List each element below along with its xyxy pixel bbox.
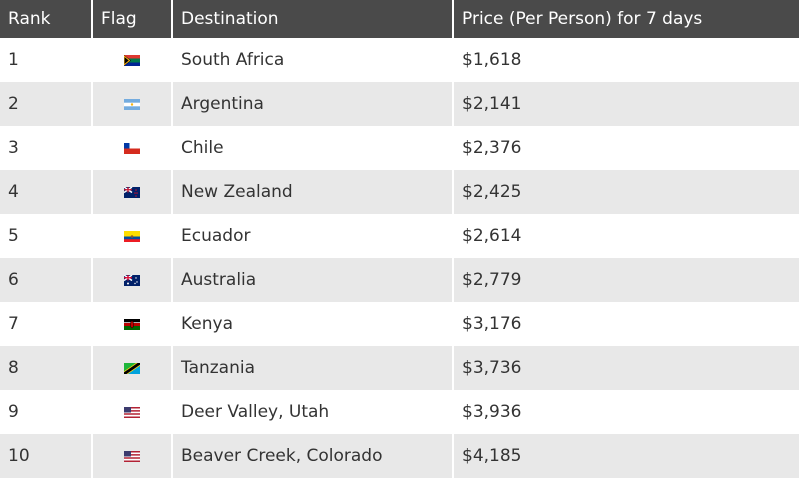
flag [123,273,140,286]
row: 1 South Africa $1,618 [0,38,800,82]
rank: 2 [0,82,93,126]
destination: Deer Valley, Utah [172,390,454,434]
flag-cell [92,258,173,302]
rank: 4 [0,170,93,214]
destination: Beaver Creek, Colorado [172,434,454,478]
row: 4 New Zealand $2,425 [0,170,800,214]
header-row: Rank Flag Destination Price (Per Person)… [0,0,800,38]
flag-cell [92,126,173,170]
price: $3,176 [453,302,800,346]
rank: 8 [0,346,93,390]
price: $1,618 [453,38,800,82]
flag-cell [92,346,173,390]
flag-cell [92,38,173,82]
flag [124,230,140,242]
destination: Chile [172,126,454,170]
price: $3,936 [453,390,800,434]
flag-cell [92,214,173,258]
rank: 6 [0,258,93,302]
row: 9 Deer Valley, Utah $3,936 [0,390,800,434]
price: $2,376 [453,126,800,170]
flag [124,318,140,330]
row: 6 Australia $2,779 [0,258,800,302]
header-cell: Flag [92,0,173,38]
price: $2,614 [453,214,800,258]
flag-cell [92,434,173,478]
row: 2 Argentina $2,141 [0,82,800,126]
flag [124,406,140,418]
flag [124,142,140,154]
rank: 3 [0,126,93,170]
rank: 5 [0,214,93,258]
flag-cell [92,390,173,434]
flag [123,54,140,66]
header-cell: Destination [172,0,454,38]
flag [124,450,140,462]
flag-cell [92,82,173,126]
destination: Argentina [172,82,454,126]
price: $2,141 [453,82,800,126]
price: $4,185 [453,434,800,478]
rank: 7 [0,302,93,346]
destination: Kenya [172,302,454,346]
rank: 9 [0,390,93,434]
destination: Ecuador [172,214,454,258]
flag [124,98,140,110]
price: $2,425 [453,170,800,214]
rank: 10 [0,434,93,478]
flag-cell [92,170,173,214]
destination: South Africa [172,38,454,82]
row: 8 Tanzania $3,736 [0,346,800,390]
row: 3 Chile $2,376 [0,126,800,170]
rank: 1 [0,38,93,82]
destination: Australia [172,258,454,302]
row: 10 Beaver Creek, Colorado $4,185 [0,434,800,478]
flag-cell [92,302,173,346]
flag [122,360,142,376]
row: 7 Kenya $3,176 [0,302,800,346]
row: 5 Ecuador $2,614 [0,214,800,258]
header-cell: Price (Per Person) for 7 days [453,0,800,38]
header-cell: Rank [0,0,93,38]
price: $3,736 [453,346,800,390]
price: $2,779 [453,258,800,302]
flag [123,185,140,198]
destination: Tanzania [172,346,454,390]
destination: New Zealand [172,170,454,214]
